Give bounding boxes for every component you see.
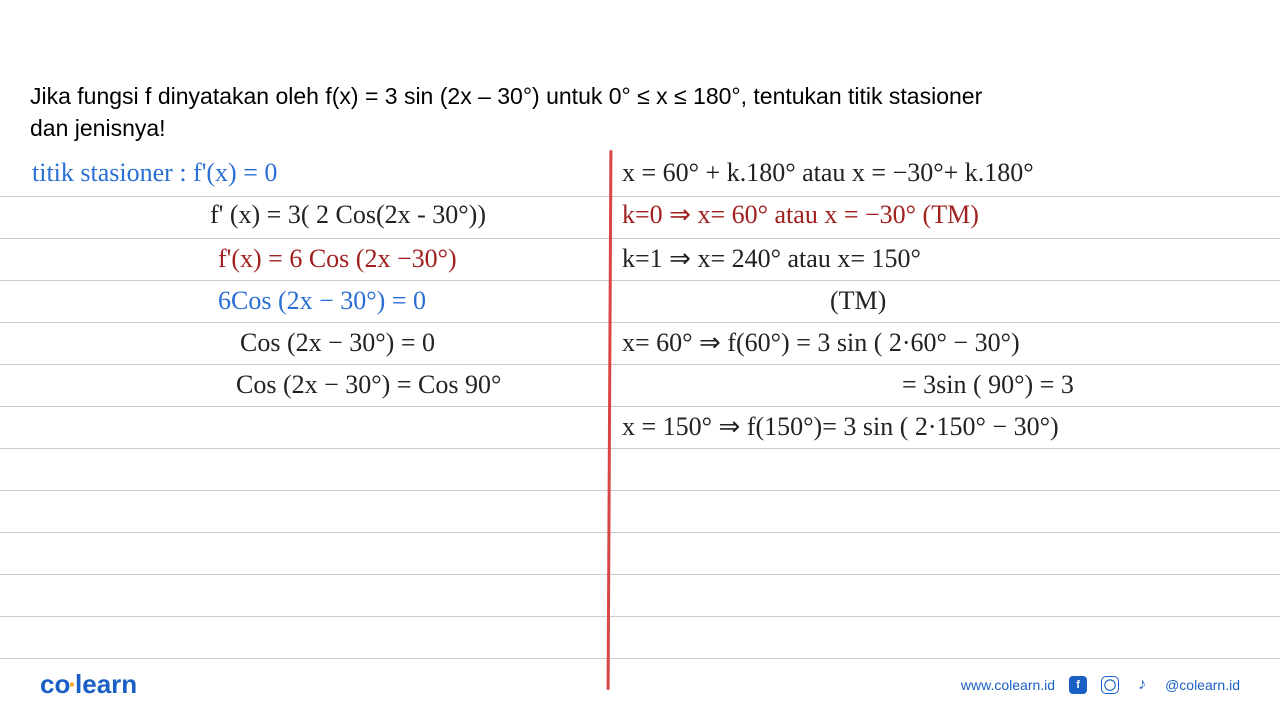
instagram-icon: ◯ [1101, 676, 1119, 694]
ruled-line [0, 532, 1280, 533]
logo-suffix: learn [75, 669, 137, 699]
note-left-2: f'(x) = 6 Cos (2x −30°) [218, 244, 457, 274]
ruled-line [0, 280, 1280, 281]
problem-line-2: dan jenisnya! [30, 115, 166, 141]
note-left-4: Cos (2x − 30°) = 0 [240, 328, 435, 358]
ruled-line [0, 574, 1280, 575]
colearn-logo: co·learn [40, 669, 137, 700]
note-right-3: (TM) [830, 286, 886, 316]
note-right-5: = 3sin ( 90°) = 3 [902, 370, 1074, 400]
facebook-icon: f [1069, 676, 1087, 694]
ruled-line [0, 238, 1280, 239]
ruled-line [0, 448, 1280, 449]
note-right-6: x = 150° ⇒ f(150°)= 3 sin ( 2·150° − 30°… [622, 412, 1059, 442]
problem-statement: Jika fungsi f dinyatakan oleh f(x) = 3 s… [30, 80, 1250, 144]
ruled-line [0, 658, 1280, 659]
footer-url: www.colearn.id [961, 677, 1055, 693]
ruled-line [0, 616, 1280, 617]
ruled-line [0, 322, 1280, 323]
note-right-4: x= 60° ⇒ f(60°) = 3 sin ( 2·60° − 30°) [622, 328, 1020, 358]
note-right-2: k=1 ⇒ x= 240° atau x= 150° [622, 244, 921, 274]
note-left-1: f' (x) = 3( 2 Cos(2x - 30°)) [210, 200, 486, 230]
note-right-0: x = 60° + k.180° atau x = −30°+ k.180° [622, 158, 1034, 188]
problem-line-1: Jika fungsi f dinyatakan oleh f(x) = 3 s… [30, 83, 982, 109]
note-right-1: k=0 ⇒ x= 60° atau x = −30° (TM) [622, 200, 979, 230]
ruled-line [0, 406, 1280, 407]
footer-handle: @colearn.id [1165, 677, 1240, 693]
tiktok-icon: ♪ [1133, 676, 1151, 694]
footer-right: www.colearn.id f ◯ ♪ @colearn.id [961, 676, 1240, 694]
ruled-line [0, 364, 1280, 365]
logo-prefix: co [40, 669, 70, 699]
ruled-line [0, 490, 1280, 491]
footer: co·learn www.colearn.id f ◯ ♪ @colearn.i… [0, 669, 1280, 700]
ruled-line [0, 196, 1280, 197]
note-left-5: Cos (2x − 30°) = Cos 90° [236, 370, 501, 400]
note-left-3: 6Cos (2x − 30°) = 0 [218, 286, 426, 316]
note-left-0: titik stasioner : f'(x) = 0 [32, 158, 277, 188]
